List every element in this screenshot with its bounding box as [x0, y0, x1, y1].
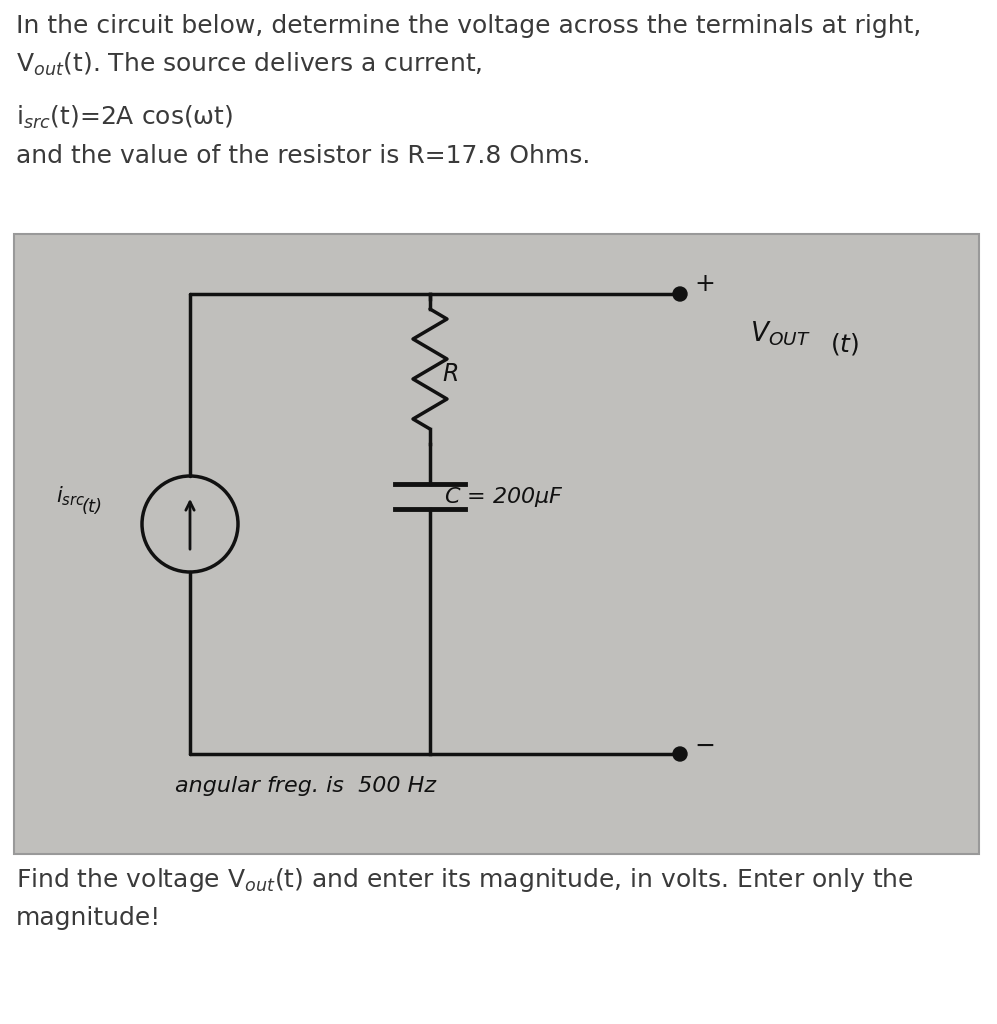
Circle shape: [673, 287, 687, 301]
Bar: [14, 234, 979, 854]
Text: i$_{src}$(t)=2A cos(ωt): i$_{src}$(t)=2A cos(ωt): [16, 104, 233, 131]
Text: $V_{OUT}$: $V_{OUT}$: [750, 319, 811, 348]
Text: $(t)$: $(t)$: [830, 331, 859, 357]
Text: R: R: [442, 362, 459, 386]
Text: Find the voltage V$_{out}$(t) and enter its magnitude, in volts. Enter only the: Find the voltage V$_{out}$(t) and enter …: [16, 866, 914, 894]
Text: $i_{src}$: $i_{src}$: [56, 484, 86, 508]
Text: +: +: [694, 272, 715, 296]
Text: (t): (t): [82, 498, 103, 516]
Text: magnitude!: magnitude!: [16, 906, 162, 930]
Text: V$_{out}$(t). The source delivers a current,: V$_{out}$(t). The source delivers a curr…: [16, 51, 483, 78]
Text: −: −: [694, 734, 715, 758]
Text: angular freg. is  500 Hz: angular freg. is 500 Hz: [175, 776, 436, 796]
Text: C = 200$\mu$F: C = 200$\mu$F: [444, 485, 564, 509]
Circle shape: [673, 746, 687, 761]
Text: In the circuit below, determine the voltage across the terminals at right,: In the circuit below, determine the volt…: [16, 14, 921, 38]
Text: and the value of the resistor is R=17.8 Ohms.: and the value of the resistor is R=17.8 …: [16, 144, 590, 168]
